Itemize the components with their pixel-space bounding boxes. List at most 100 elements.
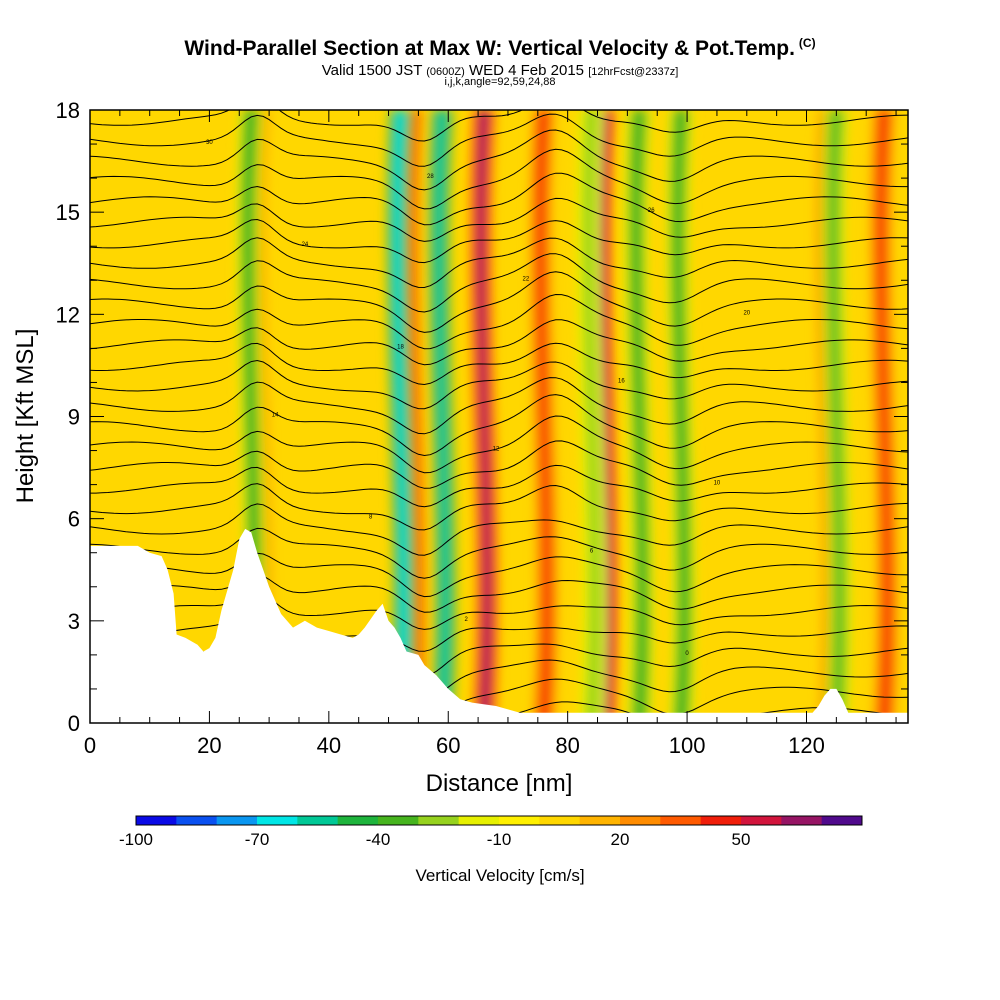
colorbar-tick-label: -70 bbox=[245, 830, 270, 849]
isentrope-line bbox=[90, 527, 908, 579]
colorbar-swatch bbox=[257, 816, 298, 825]
isentrope-line bbox=[90, 503, 908, 556]
isentrope-line bbox=[90, 440, 908, 489]
colorbar-tick-label: -10 bbox=[487, 830, 512, 849]
y-tick-label: 12 bbox=[56, 302, 80, 327]
isentrope-line bbox=[90, 342, 908, 386]
isentrope-label: 18 bbox=[397, 344, 404, 350]
colorbar-swatch bbox=[821, 816, 863, 825]
y-tick-label: 15 bbox=[56, 200, 80, 225]
x-tick-label: 40 bbox=[317, 733, 341, 758]
x-tick-label: 60 bbox=[436, 733, 460, 758]
x-axis-label: Distance [nm] bbox=[426, 770, 573, 797]
isentrope-label: 28 bbox=[427, 174, 434, 180]
isentrope-line bbox=[90, 483, 908, 531]
updraft-band bbox=[538, 110, 550, 723]
updraft-band bbox=[878, 110, 890, 723]
isentrope-line bbox=[90, 394, 908, 457]
colorbar-swatch bbox=[176, 816, 218, 825]
colorbar-tick-label: -40 bbox=[366, 830, 391, 849]
colorbar-swatch bbox=[458, 816, 500, 825]
updraft-band bbox=[478, 110, 490, 723]
isentrope-line bbox=[90, 197, 908, 242]
downdraft-band bbox=[394, 110, 407, 723]
isentrope-line bbox=[90, 129, 908, 191]
colorbar-swatch bbox=[297, 816, 339, 825]
isentrope-line bbox=[90, 464, 908, 508]
colorbar-tick-label: 50 bbox=[732, 830, 751, 849]
y-tick-label: 3 bbox=[68, 609, 80, 634]
y-tick-label: 18 bbox=[56, 98, 80, 123]
y-tick-label: 0 bbox=[68, 711, 80, 736]
colorbar-label: Vertical Velocity [cm/s] bbox=[415, 866, 584, 885]
isentrope-line bbox=[90, 574, 908, 613]
chart-title-text: Wind-Parallel Section at Max W: Vertical… bbox=[184, 37, 795, 60]
y-axis-label: Height [Kft MSL] bbox=[12, 329, 39, 504]
y-tick-label: 6 bbox=[68, 507, 80, 532]
colorbar-swatch bbox=[700, 816, 742, 825]
isentrope-line bbox=[90, 148, 908, 210]
isentrope-line bbox=[90, 415, 908, 474]
chart-title-tag: (C) bbox=[798, 36, 816, 50]
isentrope-label: 8 bbox=[369, 515, 373, 521]
forecast-run: [12hrFcst@2337z] bbox=[588, 66, 679, 78]
colorbar-frame bbox=[135, 815, 863, 826]
colorbar-swatch bbox=[539, 816, 581, 825]
x-axis: 0 20 40 60 80 100 120 bbox=[84, 110, 897, 758]
x-tick-label: 80 bbox=[555, 733, 579, 758]
colorbar-swatch bbox=[418, 816, 460, 825]
colorbar-swatch bbox=[741, 816, 782, 825]
isentrope-label: 0 bbox=[685, 651, 689, 657]
isentrope-label: 30 bbox=[206, 140, 213, 146]
colorbar-swatch bbox=[337, 816, 379, 825]
x-tick-label: 0 bbox=[84, 733, 96, 758]
isentrope-label: 12 bbox=[493, 447, 500, 453]
valid-date: WED 4 Feb 2015 bbox=[468, 62, 585, 79]
y-tick-label: 9 bbox=[68, 405, 80, 430]
colorbar-tick-label: -100 bbox=[119, 830, 153, 849]
x-tick-label: 20 bbox=[197, 733, 221, 758]
colorbar-swatch bbox=[378, 816, 419, 825]
colorbar-tick-label: 20 bbox=[611, 830, 630, 849]
colorbar-swatch bbox=[781, 816, 823, 825]
downdraft-band bbox=[675, 110, 687, 723]
isentrope-label: 24 bbox=[302, 242, 309, 248]
colorbar-swatch bbox=[136, 816, 177, 825]
colorbar-swatch bbox=[499, 816, 540, 825]
terrain-mask bbox=[90, 528, 908, 723]
downdraft-band bbox=[585, 110, 598, 723]
isentrope-line bbox=[90, 237, 908, 289]
chart-title: Wind-Parallel Section at Max W: Vertical… bbox=[0, 36, 1000, 61]
isentrope-label: 26 bbox=[648, 208, 655, 214]
colorbar: -100 -70 -40 -10 20 50 bbox=[119, 815, 863, 849]
isentrope-line bbox=[90, 271, 908, 333]
valid-utc: (0600Z) bbox=[426, 66, 465, 78]
isentrope-label: 6 bbox=[590, 549, 594, 555]
isentrope-line bbox=[90, 172, 908, 226]
isentrope-label: 14 bbox=[272, 413, 279, 419]
valid-time: Valid 1500 JST bbox=[321, 62, 423, 79]
colorbar-swatch bbox=[660, 816, 702, 825]
isentrope-line bbox=[90, 359, 908, 410]
x-tick-label: 100 bbox=[669, 733, 706, 758]
isentrope-label: 10 bbox=[714, 481, 721, 487]
isentrope-label: 22 bbox=[523, 276, 530, 282]
isentrope-label: 16 bbox=[618, 378, 625, 384]
isentrope-label: 2 bbox=[464, 617, 468, 623]
isentrope-line bbox=[90, 319, 908, 366]
isentrope-label: 20 bbox=[743, 310, 750, 316]
isentrope-line bbox=[90, 253, 908, 313]
downdraft-band bbox=[830, 110, 843, 723]
isentrope-line bbox=[90, 552, 908, 598]
colorbar-swatch bbox=[620, 816, 661, 825]
colorbar-swatch bbox=[216, 816, 258, 825]
downdraft-band bbox=[436, 110, 448, 723]
chart-subtitle-2: i,j,k,angle=92,59,24,88 bbox=[444, 76, 556, 88]
isentrope-line bbox=[90, 377, 908, 435]
isentrope-line bbox=[90, 110, 908, 142]
colorbar-swatch bbox=[579, 816, 621, 825]
isentrope-line bbox=[90, 218, 908, 264]
chart-subtitle: Valid 1500 JST (0600Z) WED 4 Feb 2015 [1… bbox=[0, 62, 1000, 79]
isentrope-line bbox=[90, 293, 908, 350]
